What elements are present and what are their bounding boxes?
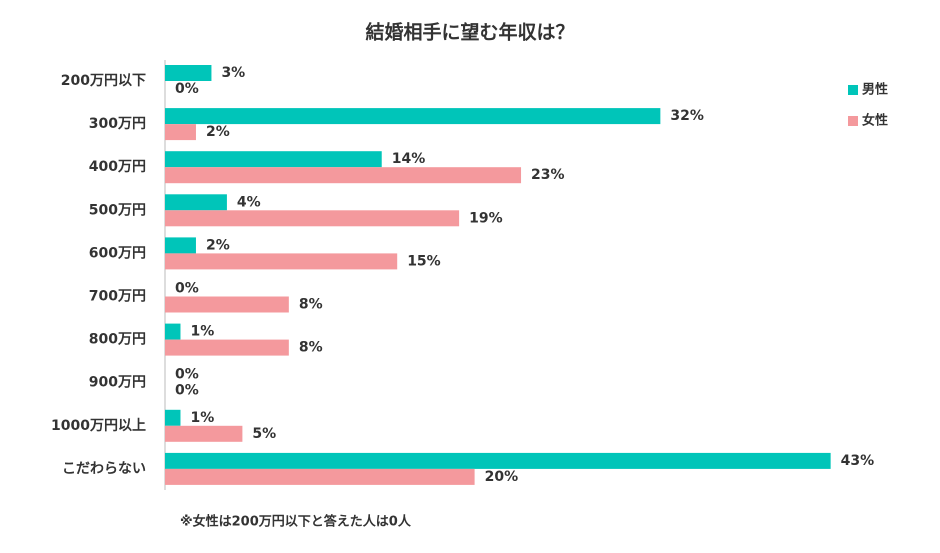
data-label: 2% — [206, 124, 230, 140]
bar — [165, 151, 382, 168]
y-tick-label: 900万円 — [89, 375, 146, 391]
chart-title: 結婚相手に望む年収は？ — [365, 21, 574, 44]
data-label: 8% — [299, 340, 323, 356]
data-label: 0% — [175, 367, 199, 383]
legend-label: 女性 — [862, 113, 888, 129]
data-label: 5% — [252, 426, 276, 442]
data-label: 3% — [221, 65, 245, 81]
bar — [165, 237, 196, 254]
bar — [165, 296, 289, 313]
bar — [165, 124, 196, 141]
bar — [165, 425, 243, 442]
bar — [165, 323, 181, 340]
footnote: ※女性は200万円以下と答えた人は0人 — [180, 514, 412, 530]
data-label: 1% — [190, 410, 214, 426]
data-label: 4% — [237, 194, 261, 210]
data-label: 23% — [531, 167, 565, 183]
y-tick-label: 400万円 — [89, 159, 146, 175]
bar — [165, 452, 831, 469]
bar — [165, 194, 227, 211]
data-label: 32% — [670, 108, 704, 124]
y-tick-label: こだわらない — [62, 461, 146, 477]
y-tick-label: 800万円 — [89, 332, 146, 348]
y-tick-label: 700万円 — [89, 289, 146, 305]
y-tick-label: 300万円 — [89, 116, 146, 132]
bar — [165, 65, 212, 81]
data-label: 20% — [485, 469, 519, 485]
bar — [165, 468, 475, 485]
y-tick-label: 1000万円以上 — [51, 418, 146, 434]
bar — [165, 210, 460, 227]
legend-swatch — [848, 85, 858, 95]
data-label: 14% — [392, 151, 426, 167]
legend-swatch — [848, 116, 858, 126]
data-label: 0% — [175, 81, 199, 97]
bar — [165, 409, 181, 426]
data-label: 1% — [190, 324, 214, 340]
data-label: 0% — [175, 281, 199, 297]
bar — [165, 339, 289, 356]
legend-label: 男性 — [862, 82, 888, 98]
data-label: 0% — [175, 383, 199, 399]
data-label: 43% — [841, 453, 875, 469]
bar — [165, 253, 398, 270]
bar — [165, 108, 661, 125]
data-label: 8% — [299, 297, 323, 313]
y-tick-label: 600万円 — [89, 245, 146, 261]
bar — [165, 167, 522, 184]
data-label: 15% — [407, 253, 441, 269]
y-tick-label: 200万円以下 — [61, 73, 146, 89]
data-label: 19% — [469, 210, 503, 226]
data-label: 2% — [206, 237, 230, 253]
y-tick-label: 500万円 — [89, 202, 146, 218]
